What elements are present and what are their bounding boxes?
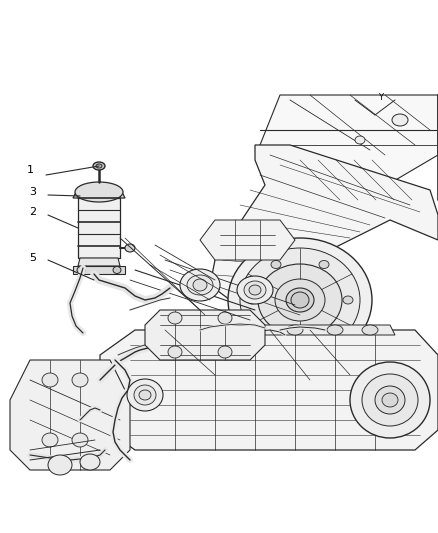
Ellipse shape (127, 379, 163, 411)
Ellipse shape (113, 266, 121, 273)
Text: Y: Y (378, 93, 383, 101)
Ellipse shape (258, 264, 342, 336)
Ellipse shape (275, 279, 325, 321)
Ellipse shape (319, 332, 329, 340)
Ellipse shape (362, 325, 378, 335)
Ellipse shape (228, 238, 372, 362)
Ellipse shape (249, 285, 261, 295)
Ellipse shape (247, 325, 263, 335)
Polygon shape (10, 360, 130, 470)
Ellipse shape (168, 312, 182, 324)
Ellipse shape (42, 433, 58, 447)
Ellipse shape (271, 332, 281, 340)
Ellipse shape (80, 454, 100, 470)
Ellipse shape (168, 346, 182, 358)
Ellipse shape (271, 261, 281, 269)
Ellipse shape (392, 114, 408, 126)
Polygon shape (210, 145, 438, 300)
Polygon shape (260, 95, 438, 195)
Ellipse shape (362, 374, 418, 426)
Ellipse shape (139, 390, 151, 400)
Polygon shape (73, 266, 125, 274)
Text: 2: 2 (29, 207, 36, 217)
Ellipse shape (375, 386, 405, 414)
Ellipse shape (244, 281, 266, 299)
Polygon shape (150, 325, 395, 335)
Ellipse shape (355, 136, 365, 144)
Ellipse shape (77, 266, 85, 273)
Ellipse shape (72, 433, 88, 447)
Ellipse shape (72, 373, 88, 387)
Ellipse shape (187, 275, 213, 295)
Ellipse shape (96, 164, 102, 168)
Polygon shape (200, 220, 295, 260)
Polygon shape (100, 330, 438, 450)
Polygon shape (145, 310, 265, 360)
Ellipse shape (48, 455, 72, 475)
Ellipse shape (343, 296, 353, 304)
Ellipse shape (319, 261, 329, 269)
Ellipse shape (42, 373, 58, 387)
Ellipse shape (93, 162, 105, 170)
Ellipse shape (167, 325, 183, 335)
Text: 3: 3 (29, 187, 36, 197)
Ellipse shape (382, 393, 398, 407)
Ellipse shape (291, 292, 309, 308)
Text: 1: 1 (27, 165, 33, 175)
Text: 5: 5 (29, 253, 36, 263)
Ellipse shape (218, 346, 232, 358)
Polygon shape (73, 192, 125, 198)
Ellipse shape (207, 325, 223, 335)
Ellipse shape (327, 325, 343, 335)
Ellipse shape (180, 269, 220, 301)
Ellipse shape (125, 244, 135, 252)
Ellipse shape (287, 325, 303, 335)
Polygon shape (78, 198, 120, 258)
Ellipse shape (75, 182, 123, 202)
Ellipse shape (247, 296, 257, 304)
Ellipse shape (240, 248, 360, 352)
Ellipse shape (134, 385, 156, 405)
Ellipse shape (237, 276, 273, 304)
Polygon shape (78, 258, 120, 266)
Ellipse shape (218, 312, 232, 324)
Ellipse shape (350, 362, 430, 438)
Ellipse shape (193, 279, 207, 291)
Ellipse shape (286, 288, 314, 312)
